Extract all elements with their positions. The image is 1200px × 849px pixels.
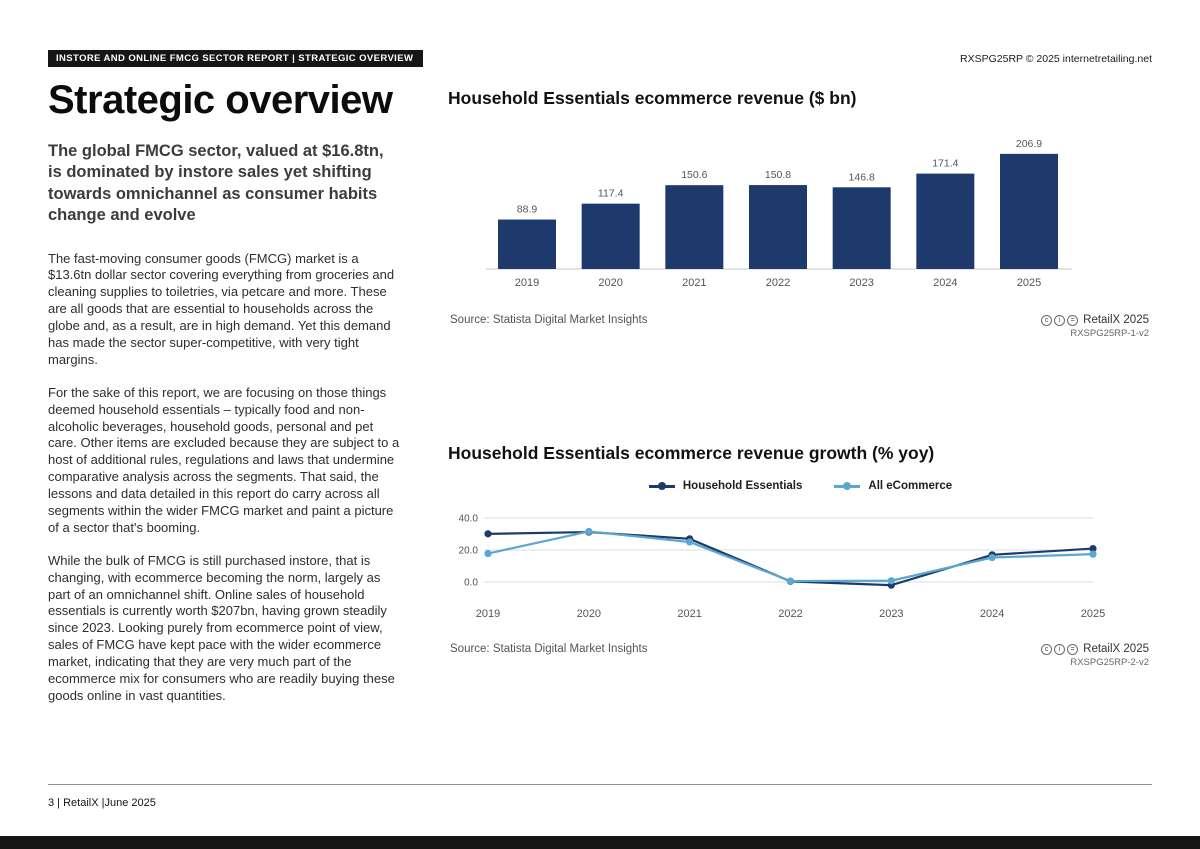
marker-all-ecommerce-2023: [887, 577, 895, 585]
chart-source: Source: Statista Digital Market Insights: [450, 643, 648, 655]
legend-dot-icon: [843, 482, 852, 490]
bar-chart-title: Household Essentials ecommerce revenue (…: [448, 88, 857, 108]
svg-text:146.8: 146.8: [849, 171, 875, 183]
legend-item-all-ecommerce: All eCommerce: [834, 480, 952, 492]
page-number: 3 | RetailX |June 2025: [48, 797, 156, 809]
marker-household-essentials-2019: [484, 530, 492, 538]
svg-text:2025: 2025: [1017, 277, 1041, 289]
svg-text:0.0: 0.0: [464, 578, 478, 589]
bar-2025: [1000, 153, 1058, 269]
credit-brand: RetailX 2025: [1083, 314, 1149, 326]
chart-credit-line: c i = RetailX 2025: [1041, 643, 1149, 655]
marker-household-essentials-2025: [1089, 544, 1097, 553]
article-paragraph-2: For the sake of this report, we are focu…: [48, 384, 400, 535]
bar-2019: [498, 219, 556, 269]
line-chart: 0.0 20.0 40.0 2019 2020 2021 2022 2023 2024 2025: [459, 514, 1106, 621]
bar-2021: [665, 185, 724, 269]
by-icon: i: [1054, 314, 1066, 326]
bar-chart-source-row: Source: Statista Digital Market Insights…: [448, 314, 1153, 339]
chart-code: RXSPG25RP-2-v2: [1070, 657, 1149, 668]
legend-item-household-essentials: Household Essentials: [648, 480, 803, 492]
page-header: INSTORE AND ONLINE FMCG SECTOR REPORT | …: [48, 50, 1152, 67]
svg-text:2024: 2024: [980, 608, 1004, 620]
svg-text:20.0: 20.0: [459, 546, 479, 557]
line-chart-legend: Household Essentials All eCommerce: [448, 480, 1153, 492]
legend-dot-icon: [657, 482, 666, 490]
report-header-meta: RXSPG25RP © 2025 internetretailing.net: [960, 52, 1152, 65]
by-icon: i: [1054, 643, 1066, 655]
svg-text:150.8: 150.8: [765, 169, 791, 181]
cc-icon: c: [1041, 314, 1053, 326]
nd-icon: =: [1067, 314, 1079, 326]
page-title: Strategic overview: [48, 78, 393, 122]
bar-chart: 88.9 2019 117.4 2020 150.6 2021 150.8 2022 146.8…: [486, 138, 1072, 289]
svg-text:2020: 2020: [598, 277, 622, 289]
line-chart-title: Household Essentials ecommerce revenue g…: [448, 443, 935, 463]
svg-text:171.4: 171.4: [932, 158, 958, 170]
legend-label: All eCommerce: [868, 480, 953, 492]
nd-icon: =: [1067, 643, 1079, 655]
svg-text:2019: 2019: [476, 608, 500, 620]
cc-license-icons: c i =: [1041, 643, 1079, 655]
bottom-rule: [0, 836, 1200, 849]
cc-license-icons: c i =: [1041, 314, 1079, 326]
svg-text:2024: 2024: [933, 277, 957, 289]
chart-source: Source: Statista Digital Market Insights: [450, 314, 648, 326]
legend-line-icon: [648, 482, 675, 490]
bar-2024: [916, 173, 975, 269]
svg-text:2021: 2021: [682, 277, 706, 289]
chart-credit: c i = RetailX 2025 RXSPG25RP-1-v2: [1041, 314, 1149, 339]
cc-icon: c: [1041, 643, 1053, 655]
marker-all-ecommerce-2022: [786, 577, 795, 585]
marker-all-ecommerce-2019: [484, 549, 492, 558]
svg-text:206.9: 206.9: [1016, 138, 1042, 150]
legend-line-icon: [834, 482, 861, 490]
marker-all-ecommerce-2024: [988, 553, 996, 562]
svg-text:2023: 2023: [879, 608, 903, 620]
svg-text:2022: 2022: [778, 608, 802, 620]
article-paragraph-3: While the bulk of FMCG is still purchase…: [48, 552, 395, 703]
line-chart-source-row: Source: Statista Digital Market Insights…: [448, 643, 1153, 668]
svg-text:2022: 2022: [766, 277, 790, 289]
legend-label: Household Essentials: [682, 480, 803, 492]
svg-text:2019: 2019: [515, 277, 539, 289]
svg-text:2023: 2023: [849, 277, 873, 289]
chart-credit: c i = RetailX 2025 RXSPG25RP-2-v2: [1041, 643, 1149, 668]
bar-2020: [581, 203, 640, 269]
bar-2023: [832, 187, 891, 269]
chart-code: RXSPG25RP-1-v2: [1070, 328, 1149, 339]
revenue-bar-chart-block: Household Essentials ecommerce revenue (…: [448, 88, 1153, 339]
credit-brand: RetailX 2025: [1083, 643, 1149, 655]
svg-text:40.0: 40.0: [459, 514, 479, 525]
svg-text:150.6: 150.6: [681, 169, 707, 181]
page-footer: 3 | RetailX |June 2025: [48, 784, 1152, 809]
svg-text:117.4: 117.4: [598, 188, 624, 200]
chart-credit-line: c i = RetailX 2025: [1041, 314, 1149, 326]
marker-all-ecommerce-2021: [686, 538, 694, 546]
article-column: Strategic overview The global FMCG secto…: [48, 80, 400, 721]
growth-line-chart-block: Household Essentials ecommerce revenue g…: [448, 443, 1153, 668]
article-intro: The global FMCG sector, valued at $16.8t…: [48, 141, 384, 225]
svg-text:88.9: 88.9: [517, 204, 538, 216]
marker-all-ecommerce-2025: [1089, 550, 1097, 558]
charts-column: Household Essentials ecommerce revenue (…: [448, 88, 1153, 668]
svg-text:2021: 2021: [677, 608, 701, 620]
marker-all-ecommerce-2020: [585, 527, 593, 536]
report-header-ribbon: INSTORE AND ONLINE FMCG SECTOR REPORT | …: [48, 50, 424, 67]
bar-2022: [749, 185, 807, 269]
svg-text:2020: 2020: [577, 608, 601, 620]
article-paragraph-1: The fast-moving consumer goods (FMCG) ma…: [48, 250, 395, 367]
svg-text:2025: 2025: [1081, 608, 1105, 620]
